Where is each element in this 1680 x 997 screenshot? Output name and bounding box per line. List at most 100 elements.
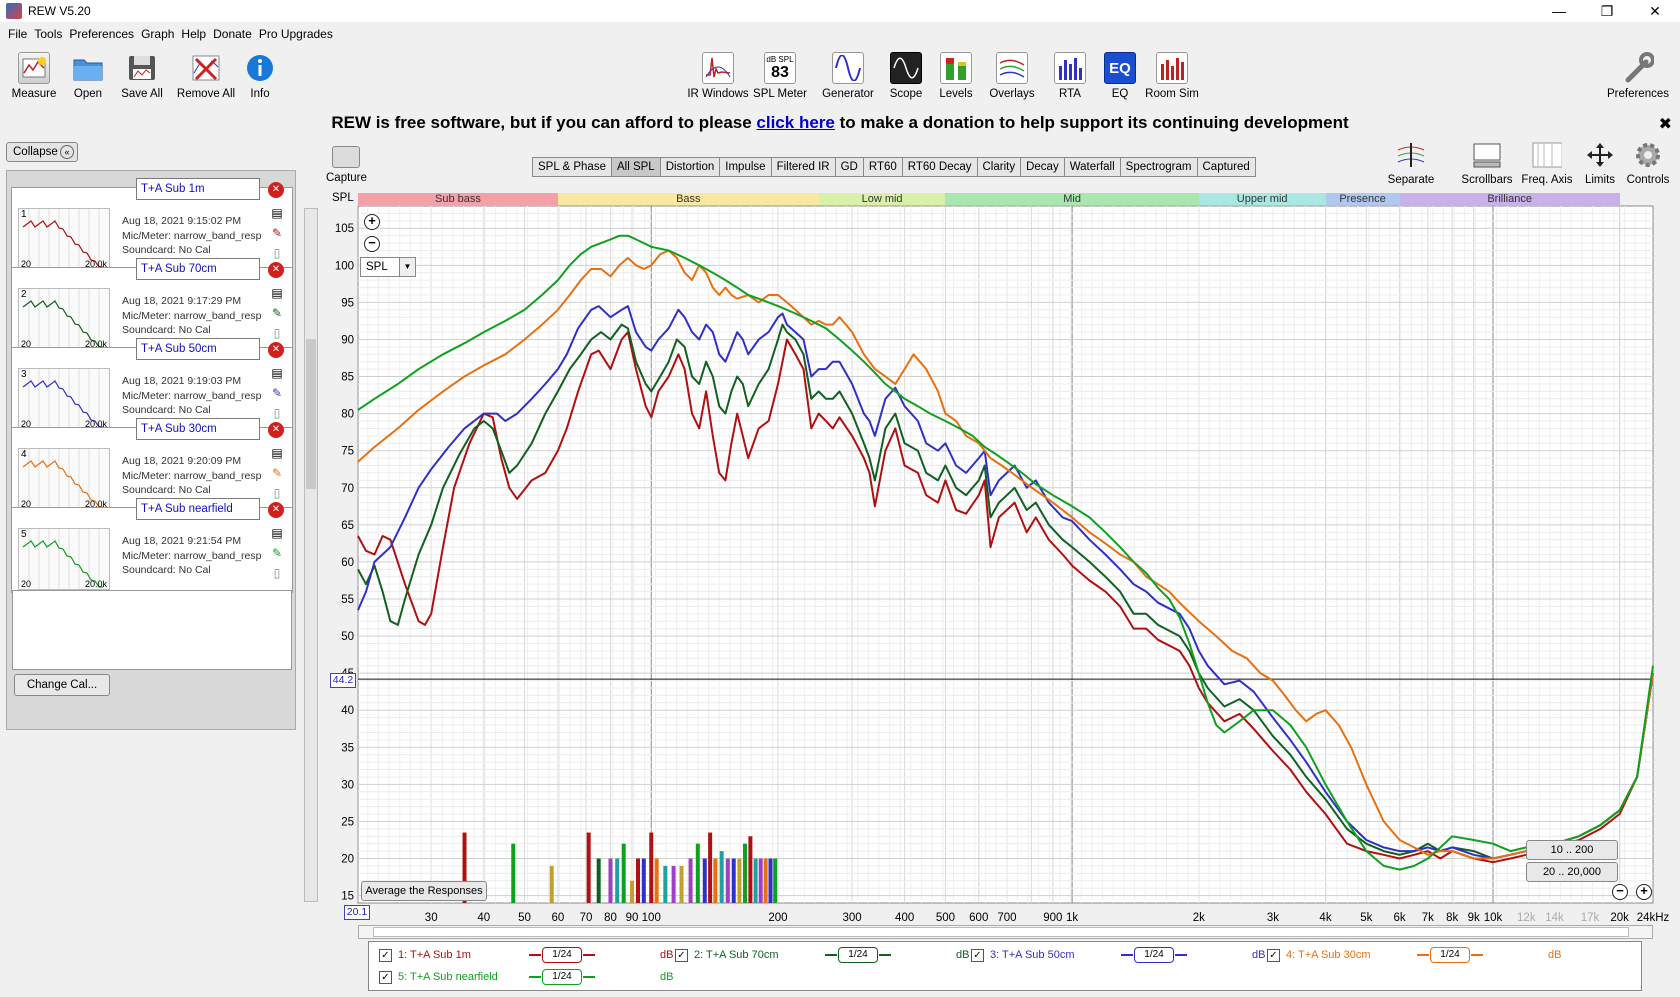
graph-scrollbar-thumb[interactable] (373, 927, 1629, 937)
smoothing-selector[interactable]: 1/24 (1121, 947, 1187, 963)
measurement-item[interactable]: T+A Sub nearfield ✕ 5 20 20.0k Aug 18, 2021 9… (11, 498, 293, 593)
delete-measurement-icon[interactable]: ✕ (268, 262, 284, 278)
delete-measurement-icon[interactable]: ✕ (268, 502, 284, 518)
scope-button[interactable]: Scope (874, 50, 938, 106)
measurement-thumbnail[interactable]: 5 20 20.0k (18, 528, 110, 590)
smoothing-selector[interactable]: 1/24 (529, 947, 595, 963)
measurement-name-field[interactable]: T+A Sub 70cm (136, 258, 260, 280)
menu-help[interactable]: Help (181, 27, 207, 41)
delete-measurement-icon[interactable]: ✕ (268, 422, 284, 438)
smoothing-selector[interactable]: 1/24 (529, 969, 595, 985)
tab-all-spl[interactable]: All SPL (610, 157, 660, 177)
scrollbars-button[interactable]: Scrollbars (1452, 142, 1522, 186)
tab-decay[interactable]: Decay (1020, 157, 1064, 177)
zoom-out-icon[interactable]: − (364, 236, 380, 252)
banner-close-icon[interactable]: ✖ (1658, 116, 1672, 133)
average-responses-button[interactable]: Average the Responses (361, 881, 487, 901)
tab-captured[interactable]: Captured (1196, 157, 1256, 177)
controls-button[interactable]: Controls (1616, 142, 1680, 186)
legend-checkbox[interactable]: ✓ (379, 948, 392, 962)
spl-meter-button[interactable]: dB SPL 83 SPL Meter (748, 50, 812, 106)
eq-button[interactable]: EQ EQ (1088, 50, 1152, 106)
restore-button[interactable]: ❐ (1600, 2, 1614, 19)
lock-icon[interactable]: ▤ (271, 366, 283, 380)
legend-checkbox[interactable]: ✓ (675, 948, 688, 962)
delete-measurement-icon[interactable]: ✕ (268, 342, 284, 358)
tab-clarity[interactable]: Clarity (976, 157, 1021, 177)
measure-button[interactable]: Measure (2, 50, 66, 106)
measurement-thumbnail[interactable]: 1 20 20.0k (18, 208, 110, 270)
notes-icon[interactable]: ▯ (273, 246, 281, 260)
scrollbar-thumb[interactable] (306, 339, 316, 489)
measurement-name-field[interactable]: T+A Sub nearfield (136, 498, 260, 520)
legend-checkbox[interactable]: ✓ (1267, 948, 1280, 962)
notes-icon[interactable]: ▯ (273, 406, 281, 420)
capture-button[interactable]: Capture (326, 146, 367, 184)
overlays-button[interactable]: Overlays (980, 50, 1044, 106)
minimize-button[interactable]: — (1552, 3, 1566, 19)
pen-icon[interactable]: ✎ (271, 306, 283, 320)
zoom-in-icon[interactable]: + (364, 214, 380, 230)
legend-checkbox[interactable]: ✓ (379, 970, 392, 984)
freq-axis-button[interactable]: Freq. Axis (1512, 142, 1582, 186)
notes-icon[interactable]: ▯ (273, 486, 281, 500)
info-button[interactable]: Info (228, 50, 292, 106)
measurement-notes-box[interactable] (12, 590, 292, 670)
zoom-out-x-icon[interactable]: − (1612, 884, 1628, 900)
tab-spl-phase[interactable]: SPL & Phase (532, 157, 611, 177)
levels-button[interactable]: Levels (924, 50, 988, 106)
menu-file[interactable]: File (8, 27, 28, 41)
x-start-readout[interactable]: 20.1 (344, 905, 370, 920)
pen-icon[interactable]: ✎ (271, 546, 283, 560)
ir-windows-button[interactable]: IR Windows (686, 50, 750, 106)
tab-impulse[interactable]: Impulse (719, 157, 771, 177)
notes-icon[interactable]: ▯ (273, 326, 281, 340)
remove-all-button[interactable]: Remove All (174, 50, 238, 106)
menu-graph[interactable]: Graph (141, 27, 175, 41)
measurement-thumbnail[interactable]: 2 20 20.0k (18, 288, 110, 350)
lock-icon[interactable]: ▤ (271, 286, 283, 300)
measurement-thumbnail[interactable]: 4 20 20.0k (18, 448, 110, 510)
rta-button[interactable]: RTA (1038, 50, 1102, 106)
delete-measurement-icon[interactable]: ✕ (268, 182, 284, 198)
measurement-name-field[interactable]: T+A Sub 50cm (136, 338, 260, 360)
measurement-list-scrollbar[interactable] (304, 208, 318, 902)
measurement-name-field[interactable]: T+A Sub 30cm (136, 418, 260, 440)
pen-icon[interactable]: ✎ (271, 386, 283, 400)
change-cal-button[interactable]: Change Cal... (14, 674, 110, 696)
graph-horizontal-scrollbar[interactable] (358, 925, 1653, 939)
donate-link[interactable]: click here (756, 113, 835, 132)
menu-donate[interactable]: Donate (213, 27, 252, 41)
preferences-button[interactable]: Preferences (1600, 50, 1676, 106)
measurement-thumbnail[interactable]: 3 20 20.0k (18, 368, 110, 430)
smoothing-selector[interactable]: 1/24 (825, 947, 891, 963)
separate-button[interactable]: Separate (1376, 142, 1446, 186)
measurement-name-field[interactable]: T+A Sub 1m (136, 178, 260, 200)
tab-filtered-ir[interactable]: Filtered IR (770, 157, 835, 177)
generator-button[interactable]: Generator (816, 50, 880, 106)
zoom-in-x-icon[interactable]: + (1636, 884, 1652, 900)
tab-distortion[interactable]: Distortion (659, 157, 720, 177)
tab-rt60-decay[interactable]: RT60 Decay (901, 157, 977, 177)
smoothing-selector[interactable]: 1/24 (1417, 947, 1483, 963)
y-axis-select[interactable]: SPL ▼ (360, 257, 416, 277)
lock-icon[interactable]: ▤ (271, 446, 283, 460)
tab-waterfall[interactable]: Waterfall (1063, 157, 1120, 177)
menu-tools[interactable]: Tools (34, 27, 63, 41)
pen-icon[interactable]: ✎ (271, 466, 283, 480)
range-20-20000-button[interactable]: 20 .. 20,000 (1526, 862, 1618, 882)
tab-spectrogram[interactable]: Spectrogram (1119, 157, 1197, 177)
room-sim-button[interactable]: Room Sim (1140, 50, 1204, 106)
save-all-button[interactable]: Save All (110, 50, 174, 106)
collapse-button[interactable]: Collapse « (6, 142, 78, 162)
pen-icon[interactable]: ✎ (271, 226, 283, 240)
menu-preferences[interactable]: Preferences (69, 27, 135, 41)
tab-gd[interactable]: GD (834, 157, 863, 177)
lock-icon[interactable]: ▤ (271, 526, 283, 540)
legend-checkbox[interactable]: ✓ (971, 948, 984, 962)
close-button[interactable]: ✕ (1649, 2, 1661, 19)
range-10-200-button[interactable]: 10 .. 200 (1526, 840, 1618, 860)
menu-pro-upgrades[interactable]: Pro Upgrades (258, 27, 333, 41)
limits-button[interactable]: Limits (1568, 142, 1632, 186)
